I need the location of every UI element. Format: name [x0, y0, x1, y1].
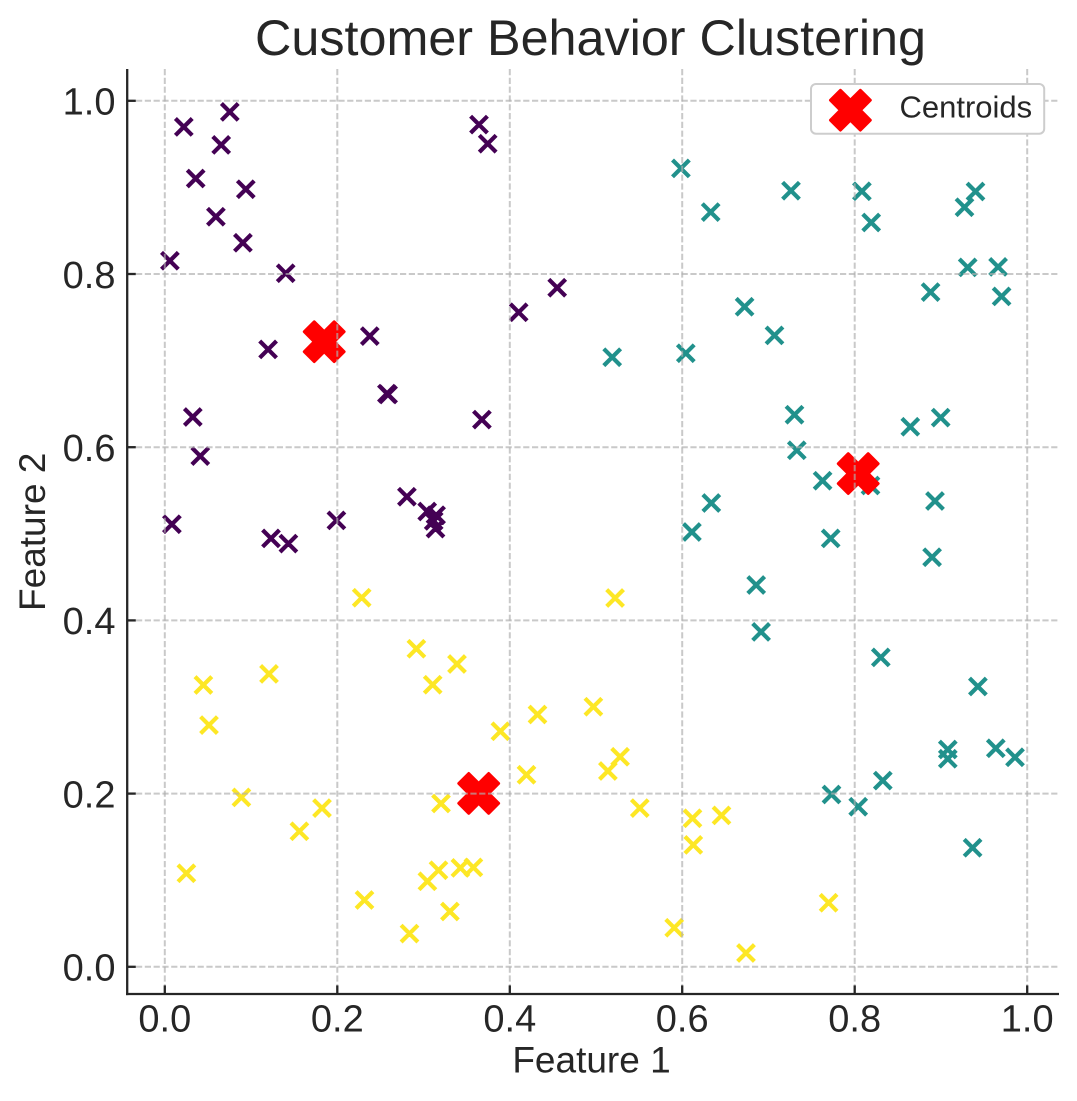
svg-text:1.0: 1.0 — [1001, 999, 1054, 1041]
svg-text:1.0: 1.0 — [63, 82, 116, 124]
svg-text:0.6: 0.6 — [656, 999, 709, 1041]
svg-text:0.8: 0.8 — [63, 255, 116, 297]
svg-text:0.2: 0.2 — [311, 999, 364, 1041]
svg-text:Feature 2: Feature 2 — [12, 453, 53, 611]
svg-text:Feature 1: Feature 1 — [512, 1040, 670, 1081]
svg-text:0.0: 0.0 — [138, 999, 191, 1041]
svg-text:0.4: 0.4 — [63, 601, 116, 643]
svg-text:Customer Behavior Clustering: Customer Behavior Clustering — [255, 9, 926, 66]
svg-text:0.6: 0.6 — [63, 428, 116, 470]
svg-text:0.4: 0.4 — [483, 999, 536, 1041]
svg-text:0.8: 0.8 — [828, 999, 881, 1041]
svg-text:Centroids: Centroids — [900, 90, 1033, 125]
svg-text:0.0: 0.0 — [63, 948, 116, 990]
svg-text:0.2: 0.2 — [63, 774, 116, 816]
